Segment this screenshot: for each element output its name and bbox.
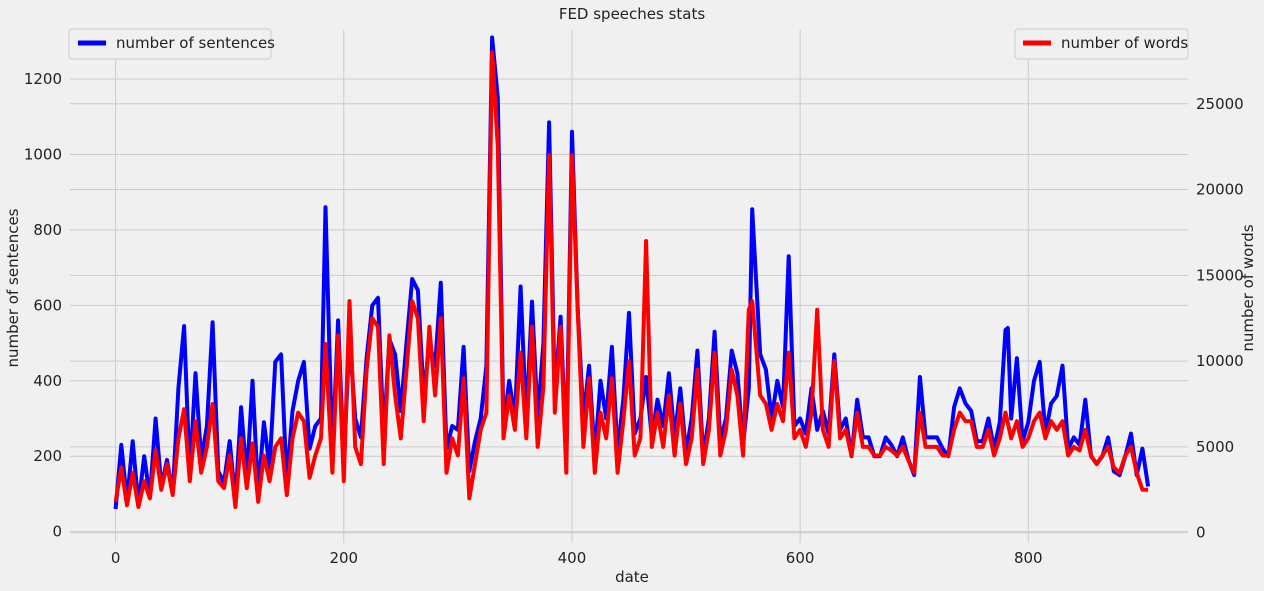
y-left-tick-label: 400 bbox=[33, 372, 62, 390]
legend-sentences-label: number of sentences bbox=[116, 34, 275, 52]
x-tick-label: 400 bbox=[558, 549, 587, 567]
y-left-axis-ticks: 0 200 400 600 800 1000 1200 bbox=[24, 70, 62, 541]
x-axis-label: date bbox=[615, 568, 649, 586]
y-left-tick-label: 1200 bbox=[24, 70, 62, 88]
y-right-tick-label: 5000 bbox=[1196, 438, 1234, 456]
y-left-tick-label: 1000 bbox=[24, 145, 62, 163]
chart-title: FED speeches stats bbox=[559, 5, 706, 23]
x-tick-label: 200 bbox=[329, 549, 358, 567]
grid-lines bbox=[70, 30, 1188, 543]
x-tick-label: 0 bbox=[111, 549, 121, 567]
y-left-tick-label: 600 bbox=[33, 296, 62, 314]
legend-sentences-box bbox=[68, 28, 272, 60]
x-axis-ticks: 0 200 400 600 800 bbox=[111, 549, 1043, 567]
series-line-1 bbox=[113, 50, 1149, 509]
legend-words-label: number of words bbox=[1061, 34, 1188, 52]
y-left-tick-label: 200 bbox=[33, 447, 62, 465]
x-tick-label: 800 bbox=[1014, 549, 1043, 567]
y-right-tick-label: 25000 bbox=[1196, 95, 1244, 113]
y-left-tick-label: 800 bbox=[33, 221, 62, 239]
series-layer bbox=[113, 35, 1151, 510]
y-left-axis-label: number of sentences bbox=[4, 208, 22, 367]
y-right-tick-label: 0 bbox=[1196, 524, 1206, 542]
y-left-tick-label: 0 bbox=[52, 523, 62, 541]
y-right-tick-label: 20000 bbox=[1196, 181, 1244, 199]
legend-sentences: number of sentences bbox=[68, 28, 275, 60]
y-right-axis-ticks: 0 5000 10000 15000 20000 25000 bbox=[1196, 95, 1244, 542]
legend-words-box bbox=[1014, 28, 1189, 60]
x-tick-label: 600 bbox=[786, 549, 815, 567]
y-right-axis-label: number of words bbox=[1239, 224, 1257, 351]
y-right-tick-label: 15000 bbox=[1196, 266, 1244, 284]
y-right-tick-label: 10000 bbox=[1196, 352, 1244, 370]
legend-words: number of words bbox=[1014, 28, 1189, 60]
